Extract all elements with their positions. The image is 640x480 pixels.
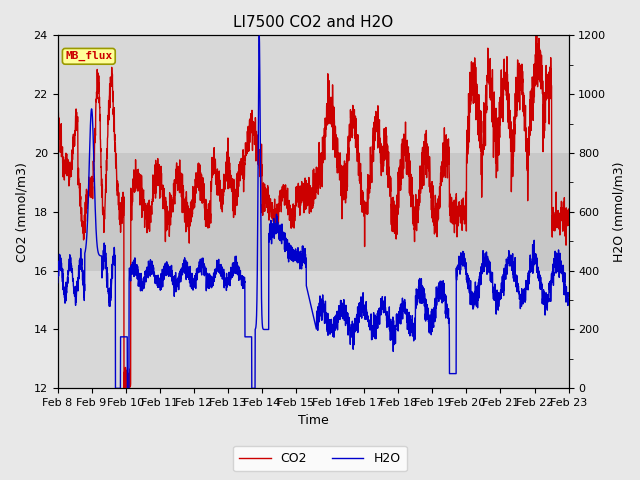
CO2	[112, 165, 120, 171]
CO2	[143, 205, 150, 211]
X-axis label: Time: Time	[298, 414, 328, 427]
H2O	[250, 385, 257, 391]
CO2	[564, 206, 572, 212]
CO2	[555, 226, 563, 232]
Line: CO2: CO2	[58, 36, 568, 388]
H2O	[564, 292, 572, 298]
CO2	[54, 121, 61, 127]
CO2	[500, 63, 508, 69]
Line: H2O: H2O	[58, 36, 568, 388]
H2O	[255, 33, 263, 39]
H2O	[111, 385, 119, 391]
CO2	[120, 385, 128, 391]
CO2	[532, 33, 540, 38]
Bar	[58, 153, 568, 271]
CO2	[272, 213, 280, 219]
H2O	[143, 274, 150, 279]
Legend: CO2, H2O: CO2, H2O	[233, 446, 407, 471]
H2O	[500, 271, 508, 276]
Text: MB_flux: MB_flux	[65, 51, 113, 61]
CO2	[250, 132, 257, 138]
H2O	[54, 280, 61, 286]
H2O	[555, 252, 563, 257]
H2O	[272, 231, 280, 237]
H2O	[112, 385, 120, 391]
Y-axis label: CO2 (mmol/m3): CO2 (mmol/m3)	[15, 162, 28, 262]
Y-axis label: H2O (mmol/m3): H2O (mmol/m3)	[612, 162, 625, 262]
Title: LI7500 CO2 and H2O: LI7500 CO2 and H2O	[233, 15, 393, 30]
